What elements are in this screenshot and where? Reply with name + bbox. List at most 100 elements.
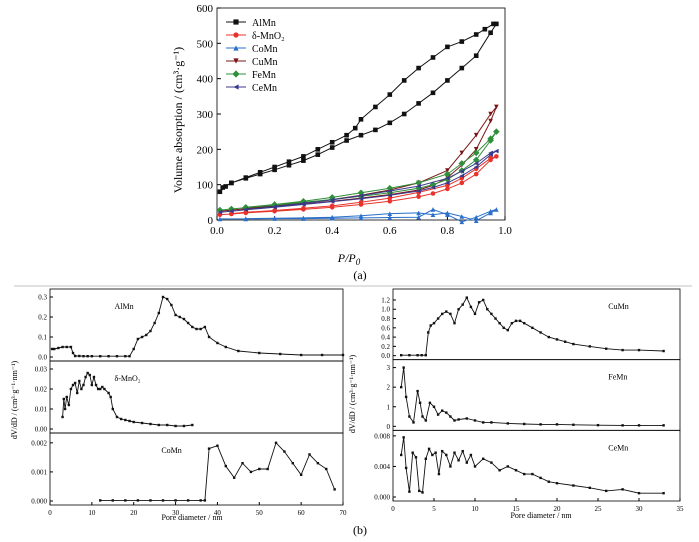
pore-point (195, 327, 198, 331)
pore-point (469, 305, 473, 309)
pore-x-tick-label: 70 (340, 509, 348, 517)
pore-point (621, 424, 624, 427)
pore-point (224, 345, 227, 349)
pore-point (473, 419, 477, 422)
pore-point (132, 347, 135, 351)
isotherm-point (473, 147, 479, 152)
isotherm-point (459, 150, 465, 156)
pore-point (662, 349, 665, 353)
pore-y-tick-label: 3 (387, 364, 391, 372)
pore-point (482, 421, 485, 424)
isotherm-point (217, 189, 223, 195)
pore-point (191, 423, 194, 427)
pore-point (153, 321, 156, 325)
isotherm-point (482, 26, 488, 32)
isotherm-point (458, 160, 466, 167)
pore-right-y-axis-label: dV/dD / (cm³·g⁻¹·nm⁻¹) (348, 355, 357, 434)
pore-point (408, 415, 411, 418)
pore-point (572, 423, 575, 426)
pore-point (465, 417, 468, 420)
isotherm-point (430, 212, 436, 217)
legend-marker (233, 58, 239, 64)
pore-point (69, 345, 73, 349)
pore-y-tick-label: 1.0 (381, 306, 390, 314)
isotherm-point (220, 185, 226, 190)
isotherm-point (488, 118, 493, 124)
pore-point (637, 424, 641, 427)
pore-point (408, 354, 411, 357)
pore-point (427, 331, 430, 334)
isotherm-point (473, 218, 479, 224)
pore-point (457, 418, 460, 421)
pore-point (149, 329, 152, 333)
isotherm-point (445, 176, 450, 181)
pore-y-tick-label: 0.1 (38, 334, 47, 342)
pore-point (523, 422, 526, 426)
pore-point (199, 327, 202, 331)
isotherm-point (387, 198, 393, 204)
pore-point (555, 482, 559, 485)
pore-point (174, 313, 177, 317)
isotherm-point (352, 125, 358, 131)
pore-series-line (52, 296, 343, 357)
pore-point (103, 387, 106, 391)
isotherm-point (315, 147, 321, 152)
pore-point (96, 387, 100, 391)
isotherm-point (445, 180, 450, 186)
isotherm-point (329, 145, 335, 150)
isotherm-point (344, 138, 349, 143)
isotherm-point (416, 210, 421, 216)
pore-point (279, 352, 282, 356)
pore-point (174, 424, 177, 428)
isotherm-point (301, 154, 306, 159)
pore-point (510, 321, 514, 325)
pore-point (182, 317, 186, 321)
pore-point (411, 451, 414, 454)
pore-y-tick-label: 0.00 (35, 426, 48, 434)
isotherm-point (491, 21, 496, 27)
isotherm-point (329, 139, 335, 145)
isotherm-point (459, 168, 465, 174)
pore-point (76, 391, 79, 395)
pore-point (473, 465, 477, 468)
isotherm-point (473, 214, 479, 220)
legend-label: AlMn (252, 18, 276, 29)
isotherm-point (459, 180, 465, 186)
pore-point (572, 484, 575, 487)
pore-point (341, 353, 345, 357)
isotherm-point (229, 208, 234, 214)
pore-point (149, 422, 152, 426)
isotherm-point (301, 206, 306, 211)
pore-point (325, 467, 328, 471)
pore-x-tick-label: 10 (88, 509, 96, 517)
pore-y-tick-label: 0.01 (35, 406, 48, 414)
pore-point (86, 355, 89, 358)
pore-point (482, 457, 485, 460)
pore-point (457, 308, 460, 311)
pore-point (52, 347, 56, 351)
isotherm-point (459, 173, 465, 179)
pore-point (161, 499, 165, 502)
pore-point (424, 419, 427, 422)
pore-point (101, 385, 104, 389)
isotherm-point (243, 175, 249, 180)
isotherm-point (430, 207, 436, 212)
isotherm-point (445, 168, 450, 173)
pore-x-tick-label: 60 (298, 509, 306, 517)
pore-x-tick-label: 10 (472, 505, 480, 513)
pore-y-tick-label: 1.2 (381, 296, 390, 304)
isotherm-point (387, 215, 393, 220)
isotherm-point (373, 104, 378, 110)
pore-point (299, 353, 303, 357)
pore-point (555, 423, 559, 426)
pore-point (445, 310, 448, 313)
isotherm-y-tick-label: 400 (197, 74, 214, 86)
pore-point (90, 355, 94, 358)
pore-point (404, 466, 408, 470)
pore-point (157, 423, 161, 427)
pore-panel-label: FeMn (608, 373, 627, 382)
isotherm-point (344, 132, 349, 138)
legend-label: δ-MnO₂ (252, 31, 285, 42)
pore-point (436, 317, 440, 320)
pore-point (140, 335, 144, 339)
